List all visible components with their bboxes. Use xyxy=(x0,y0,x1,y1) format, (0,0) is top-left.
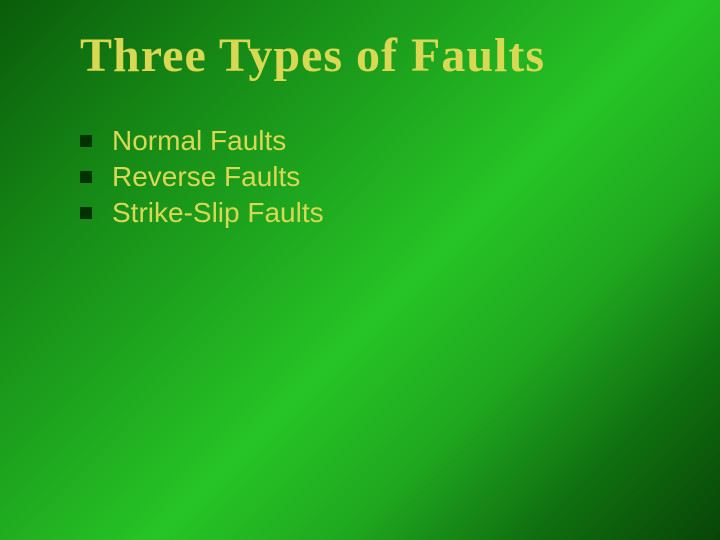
list-item: Strike-Slip Faults xyxy=(80,197,660,229)
slide-container: Three Types of Faults Normal Faults Reve… xyxy=(0,0,720,540)
bullet-text: Normal Faults xyxy=(112,125,286,157)
list-item: Reverse Faults xyxy=(80,161,660,193)
square-bullet-icon xyxy=(80,171,92,183)
list-item: Normal Faults xyxy=(80,125,660,157)
slide-title: Three Types of Faults xyxy=(80,28,660,83)
square-bullet-icon xyxy=(80,207,92,219)
bullet-text: Strike-Slip Faults xyxy=(112,197,324,229)
bullet-text: Reverse Faults xyxy=(112,161,300,193)
bullet-list: Normal Faults Reverse Faults Strike-Slip… xyxy=(60,125,660,229)
square-bullet-icon xyxy=(80,135,92,147)
